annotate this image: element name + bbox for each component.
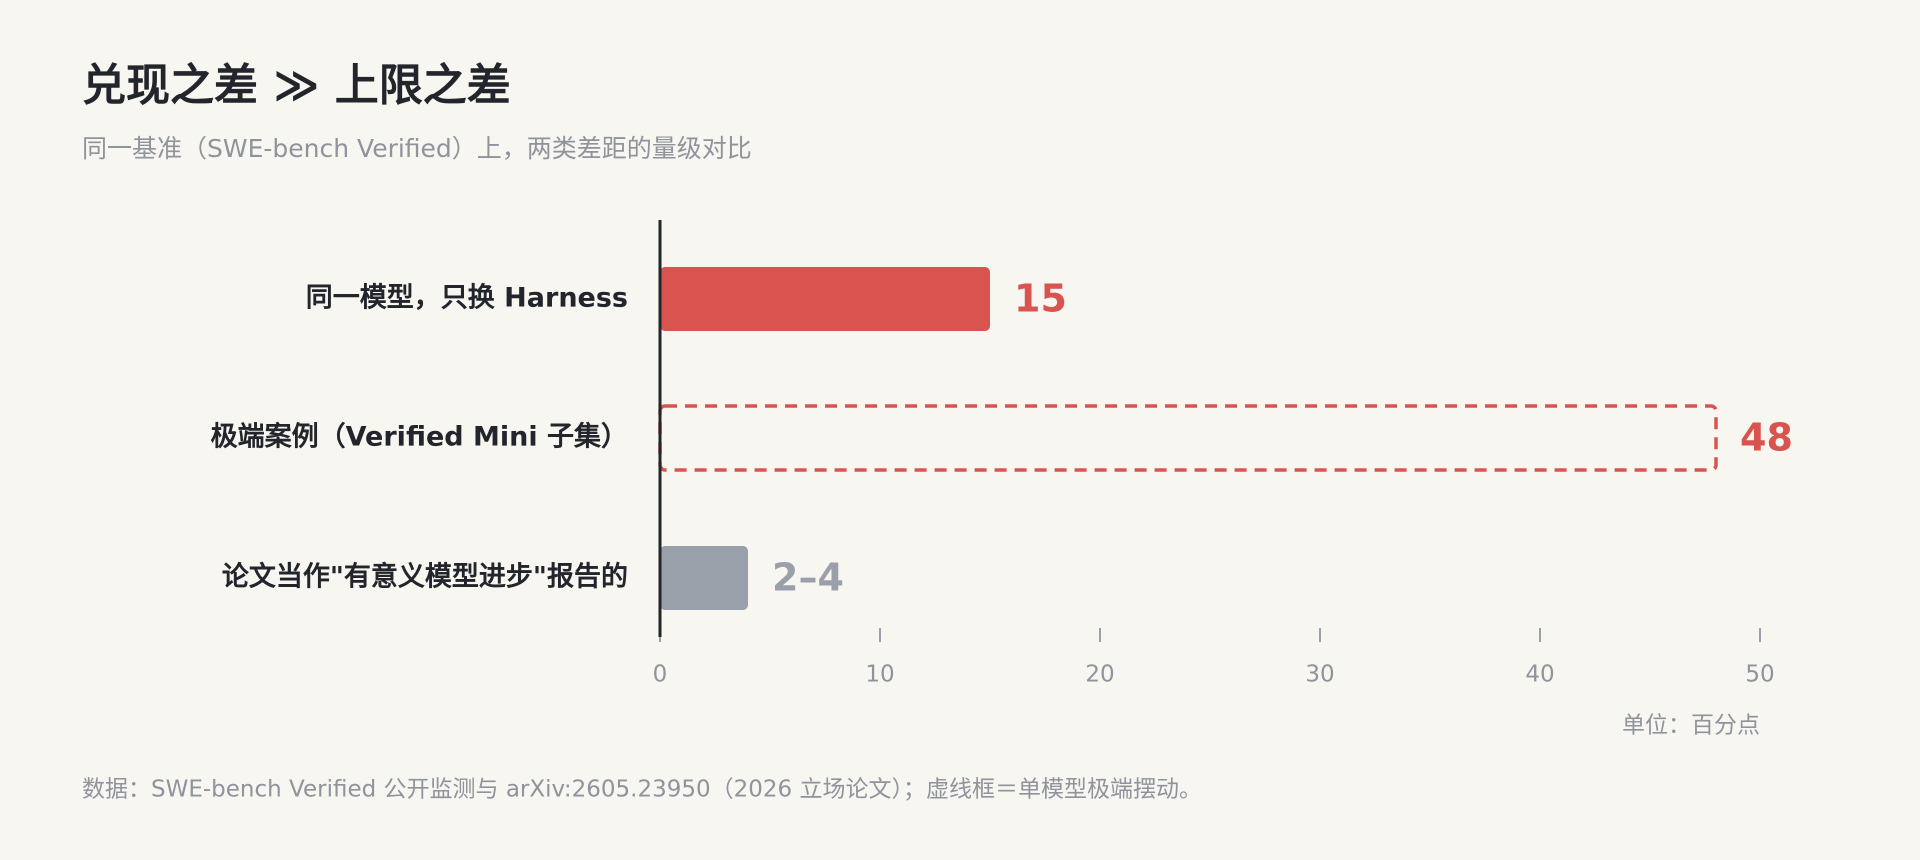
category-label: 极端案例（Verified Mini 子集）	[211, 421, 628, 453]
chart-subtitle: 同一基准（SWE-bench Verified）上，两类差距的量级对比	[82, 134, 752, 163]
category-label: 论文当作"有意义模型进步"报告的	[222, 561, 628, 593]
category-label: 同一模型，只换 Harness	[306, 283, 628, 314]
value-label: 48	[1740, 416, 1793, 460]
x-tick-label: 50	[1745, 662, 1774, 688]
x-tick-label: 30	[1305, 662, 1334, 688]
x-tick-label: 0	[653, 662, 668, 688]
bar	[658, 404, 1718, 472]
bar	[660, 267, 990, 331]
chart-title: 兑现之差 ≫ 上限之差	[82, 60, 511, 111]
bar	[660, 546, 748, 610]
x-tick-label: 20	[1085, 662, 1114, 688]
x-tick-label: 40	[1525, 662, 1554, 688]
unit-label: 单位：百分点	[1622, 713, 1760, 739]
value-label: 15	[1014, 277, 1067, 321]
footnote: 数据：SWE-bench Verified 公开监测与 arXiv:2605.2…	[82, 777, 1202, 803]
x-tick-label: 10	[865, 662, 894, 688]
value-label: 2–4	[772, 556, 844, 600]
